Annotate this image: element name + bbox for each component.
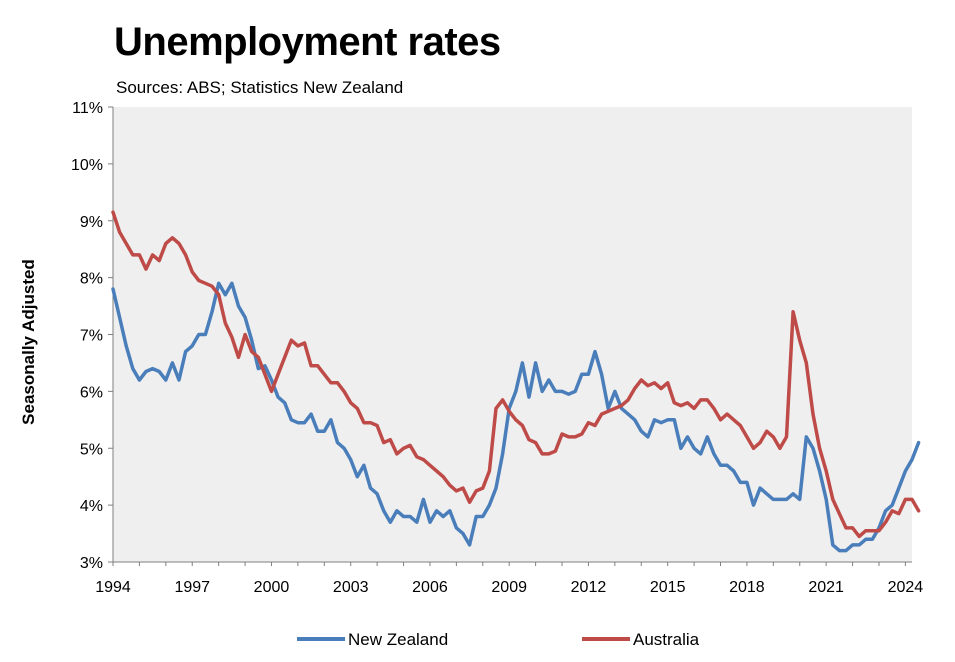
y-tick-label: 10% [71, 157, 103, 174]
x-tick-label: 2000 [254, 579, 290, 596]
legend-label: New Zealand [348, 630, 448, 649]
x-tick-label: 2015 [650, 579, 686, 596]
y-tick-label: 7% [80, 328, 103, 345]
series-line-new-zealand [111, 281, 921, 553]
x-tick-label: 1994 [95, 579, 131, 596]
chart-subtitle: Sources: ABS; Statistics New Zealand [116, 78, 404, 97]
legend-label: Australia [633, 630, 700, 649]
series-line-australia [111, 210, 921, 539]
y-axis-label: Seasonally Adjusted [19, 259, 38, 425]
y-tick-label: 3% [80, 555, 103, 572]
x-tick-label: 2012 [571, 579, 607, 596]
x-tick-label: 2018 [729, 579, 765, 596]
y-tick-label: 11% [72, 100, 103, 117]
x-tick-label: 2021 [808, 579, 844, 596]
y-tick-label: 4% [80, 498, 103, 515]
legend: New Zealand Australia [297, 630, 700, 649]
x-tick-label: 2024 [888, 579, 924, 596]
y-axis-ticks: 3% 4% 5% 6% 7% 8% 9% 10% 11% [71, 100, 113, 572]
chart-title: Unemployment rates [114, 20, 501, 64]
y-tick-label: 6% [80, 384, 103, 401]
x-tick-label: 2006 [412, 579, 448, 596]
x-tick-label: 2009 [491, 579, 527, 596]
y-tick-label: 9% [80, 214, 103, 231]
y-tick-label: 8% [80, 271, 103, 288]
y-tick-label: 5% [80, 441, 103, 458]
x-axis-ticks: 1994 1997 2000 2003 2006 2009 2012 2015 2018 2021… [95, 562, 923, 596]
series-layer [111, 210, 921, 553]
x-tick-label: 2003 [333, 579, 369, 596]
x-tick-label: 1997 [174, 579, 210, 596]
